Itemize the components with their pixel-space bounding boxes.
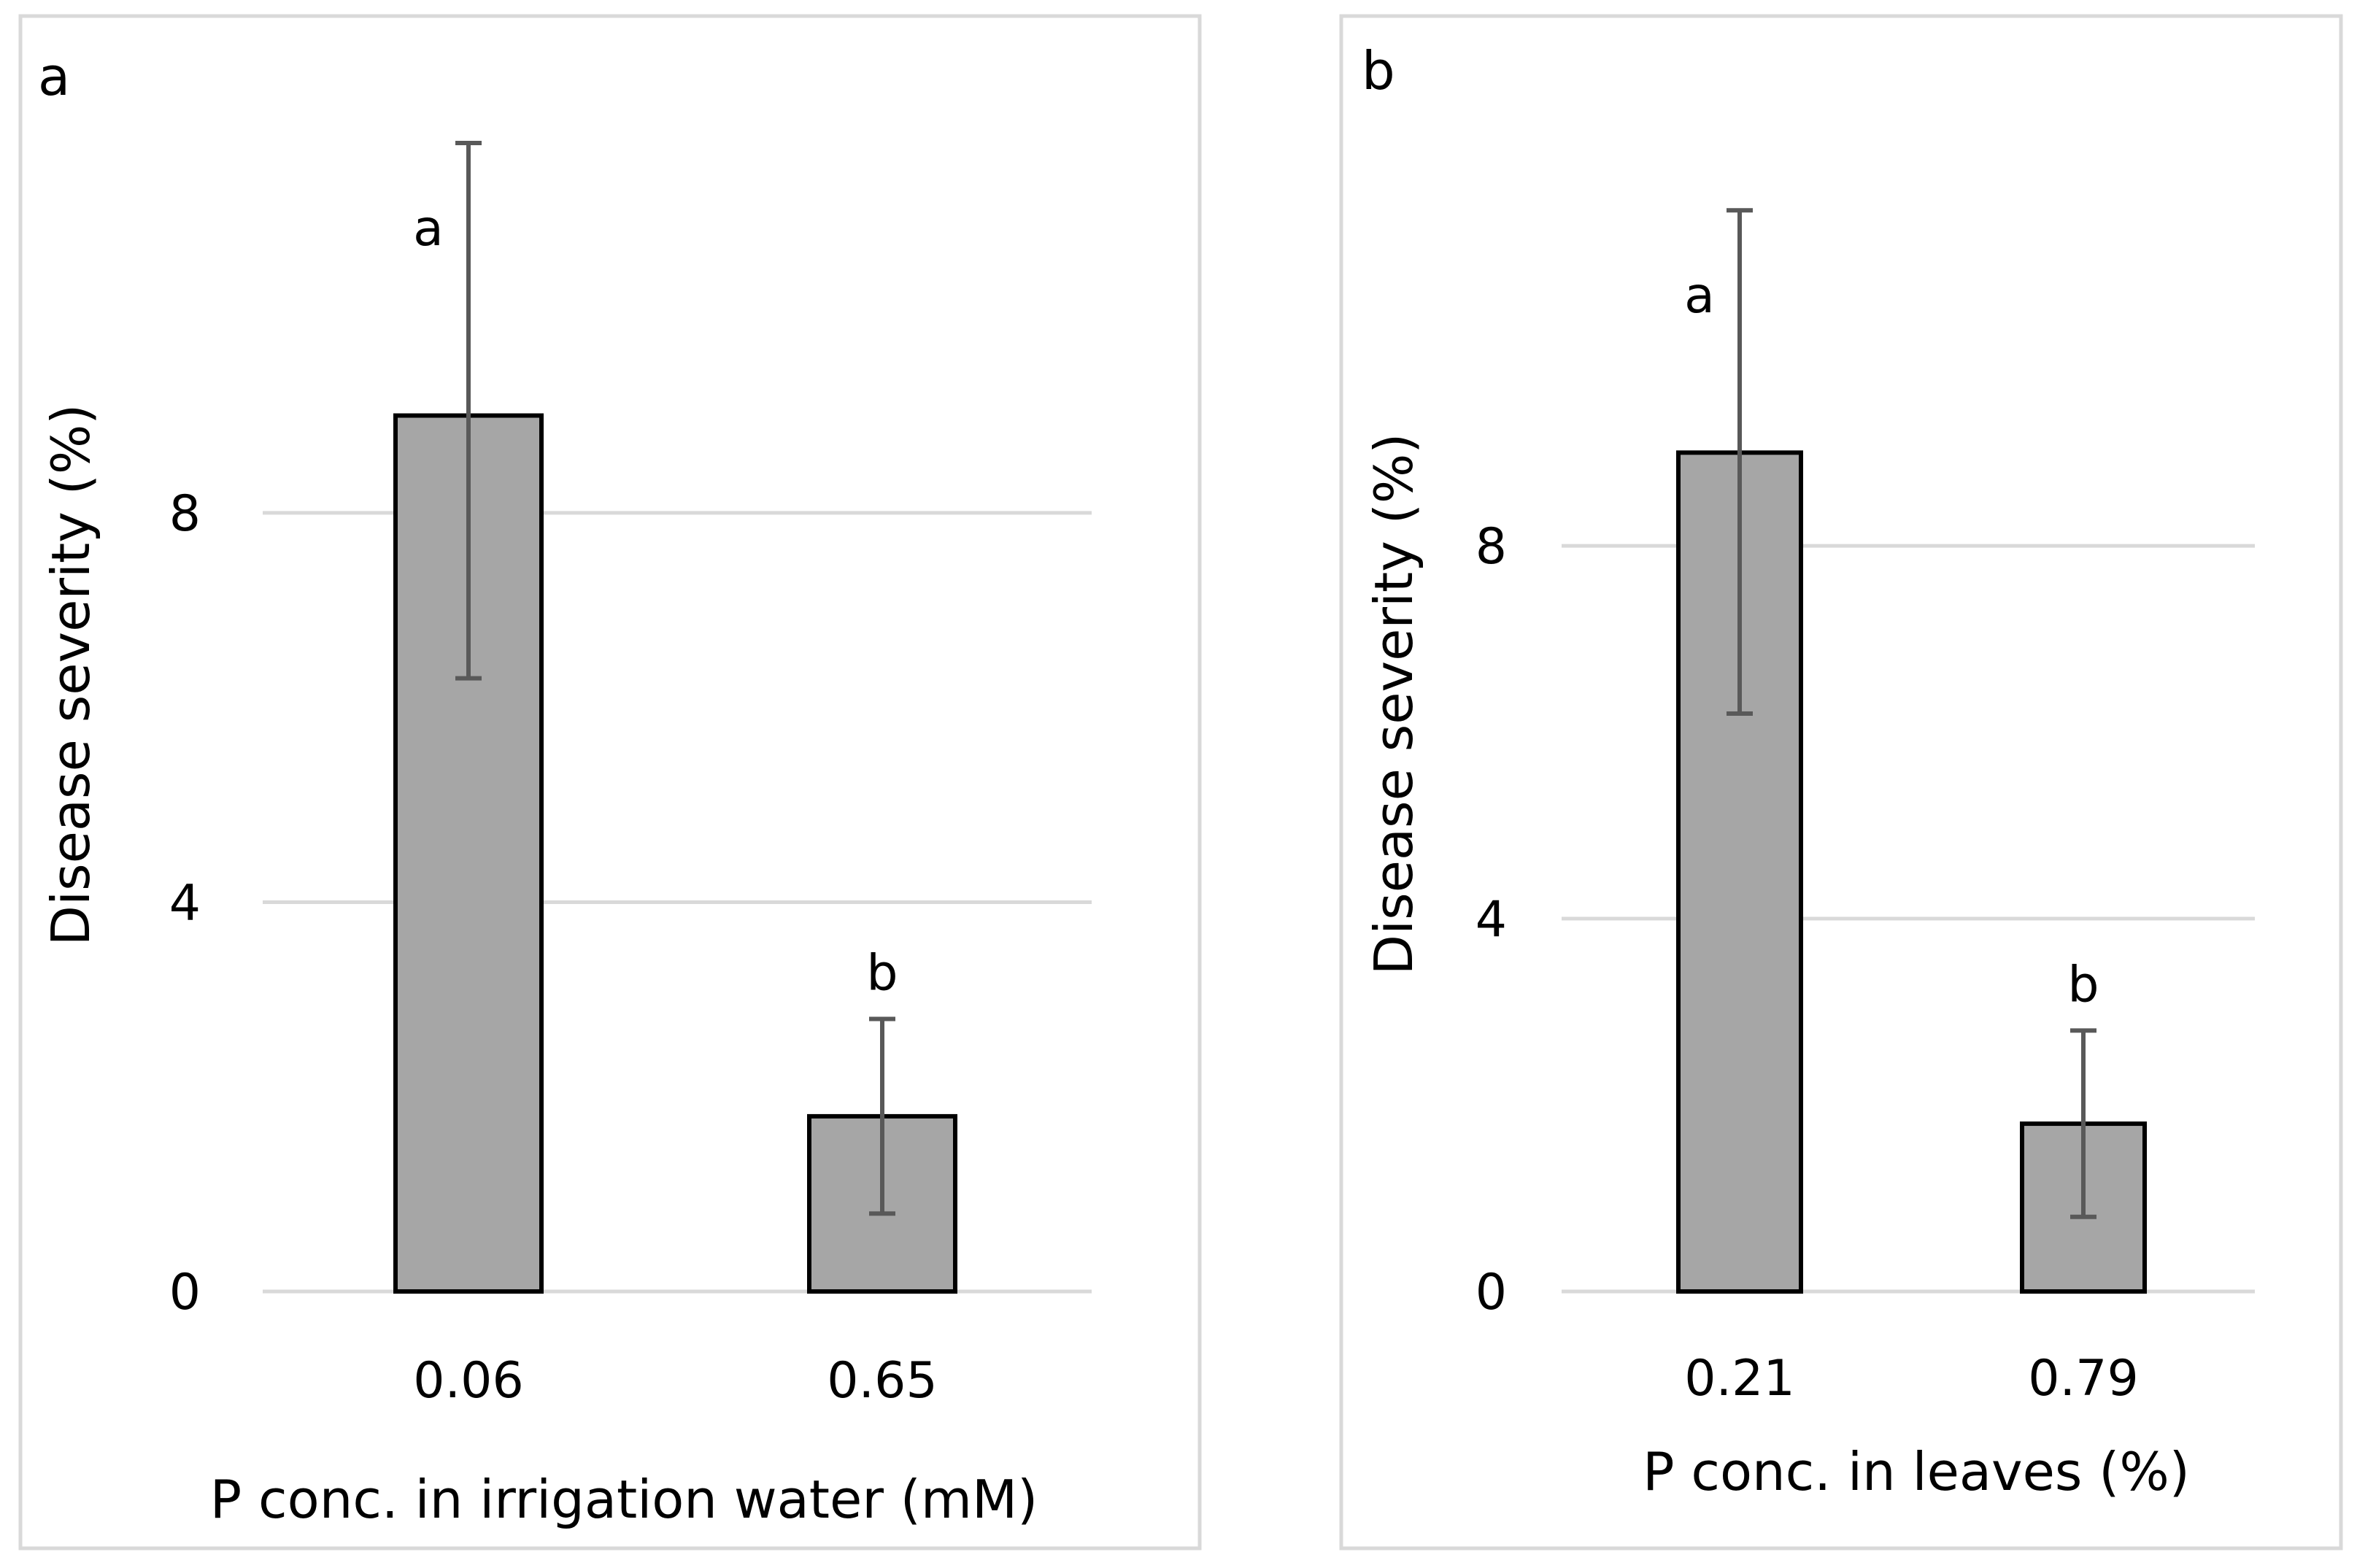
y-tick-label: 0 bbox=[169, 1264, 201, 1321]
y-tick-label: 0 bbox=[1475, 1264, 1507, 1321]
panel-b-y-axis-label: Disease severity (%) bbox=[1363, 433, 1424, 976]
significance-letter: b bbox=[2067, 956, 2099, 1013]
significance-letter: b bbox=[866, 945, 898, 1003]
panel-a: a 0 4 8 a 0.06 b 0.65 P conc. in irrigation wa… bbox=[18, 14, 1202, 1550]
panel-b-plot: 0 4 8 a 0.21 b 0.79 bbox=[1475, 208, 2255, 1407]
x-tick-label: 0.65 bbox=[827, 1352, 937, 1410]
panel-a-letter: a bbox=[38, 46, 70, 107]
panel-a-x-axis-label: P conc. in irrigation water (mM) bbox=[210, 1469, 1038, 1530]
y-tick-label: 4 bbox=[1475, 891, 1507, 949]
significance-letter: a bbox=[413, 200, 444, 258]
y-tick-label: 4 bbox=[169, 874, 201, 932]
y-tick-label: 8 bbox=[169, 485, 201, 543]
panel-b: b 0 4 8 a 0.21 b 0.79 P conc. in leaves (%) Di… bbox=[1339, 14, 2343, 1550]
panel-a-y-axis-label: Disease severity (%) bbox=[40, 404, 101, 946]
panel-b-letter: b bbox=[1362, 40, 1395, 101]
x-tick-label: 0.21 bbox=[1684, 1350, 1794, 1407]
panel-a-plot: 0 4 8 a 0.06 b 0.65 bbox=[169, 141, 1092, 1410]
panel-b-x-axis-label: P conc. in leaves (%) bbox=[1643, 1441, 2190, 1502]
x-tick-label: 0.79 bbox=[2028, 1350, 2138, 1407]
y-tick-label: 8 bbox=[1475, 518, 1507, 576]
x-tick-label: 0.06 bbox=[413, 1352, 523, 1410]
significance-letter: a bbox=[1684, 267, 1715, 325]
